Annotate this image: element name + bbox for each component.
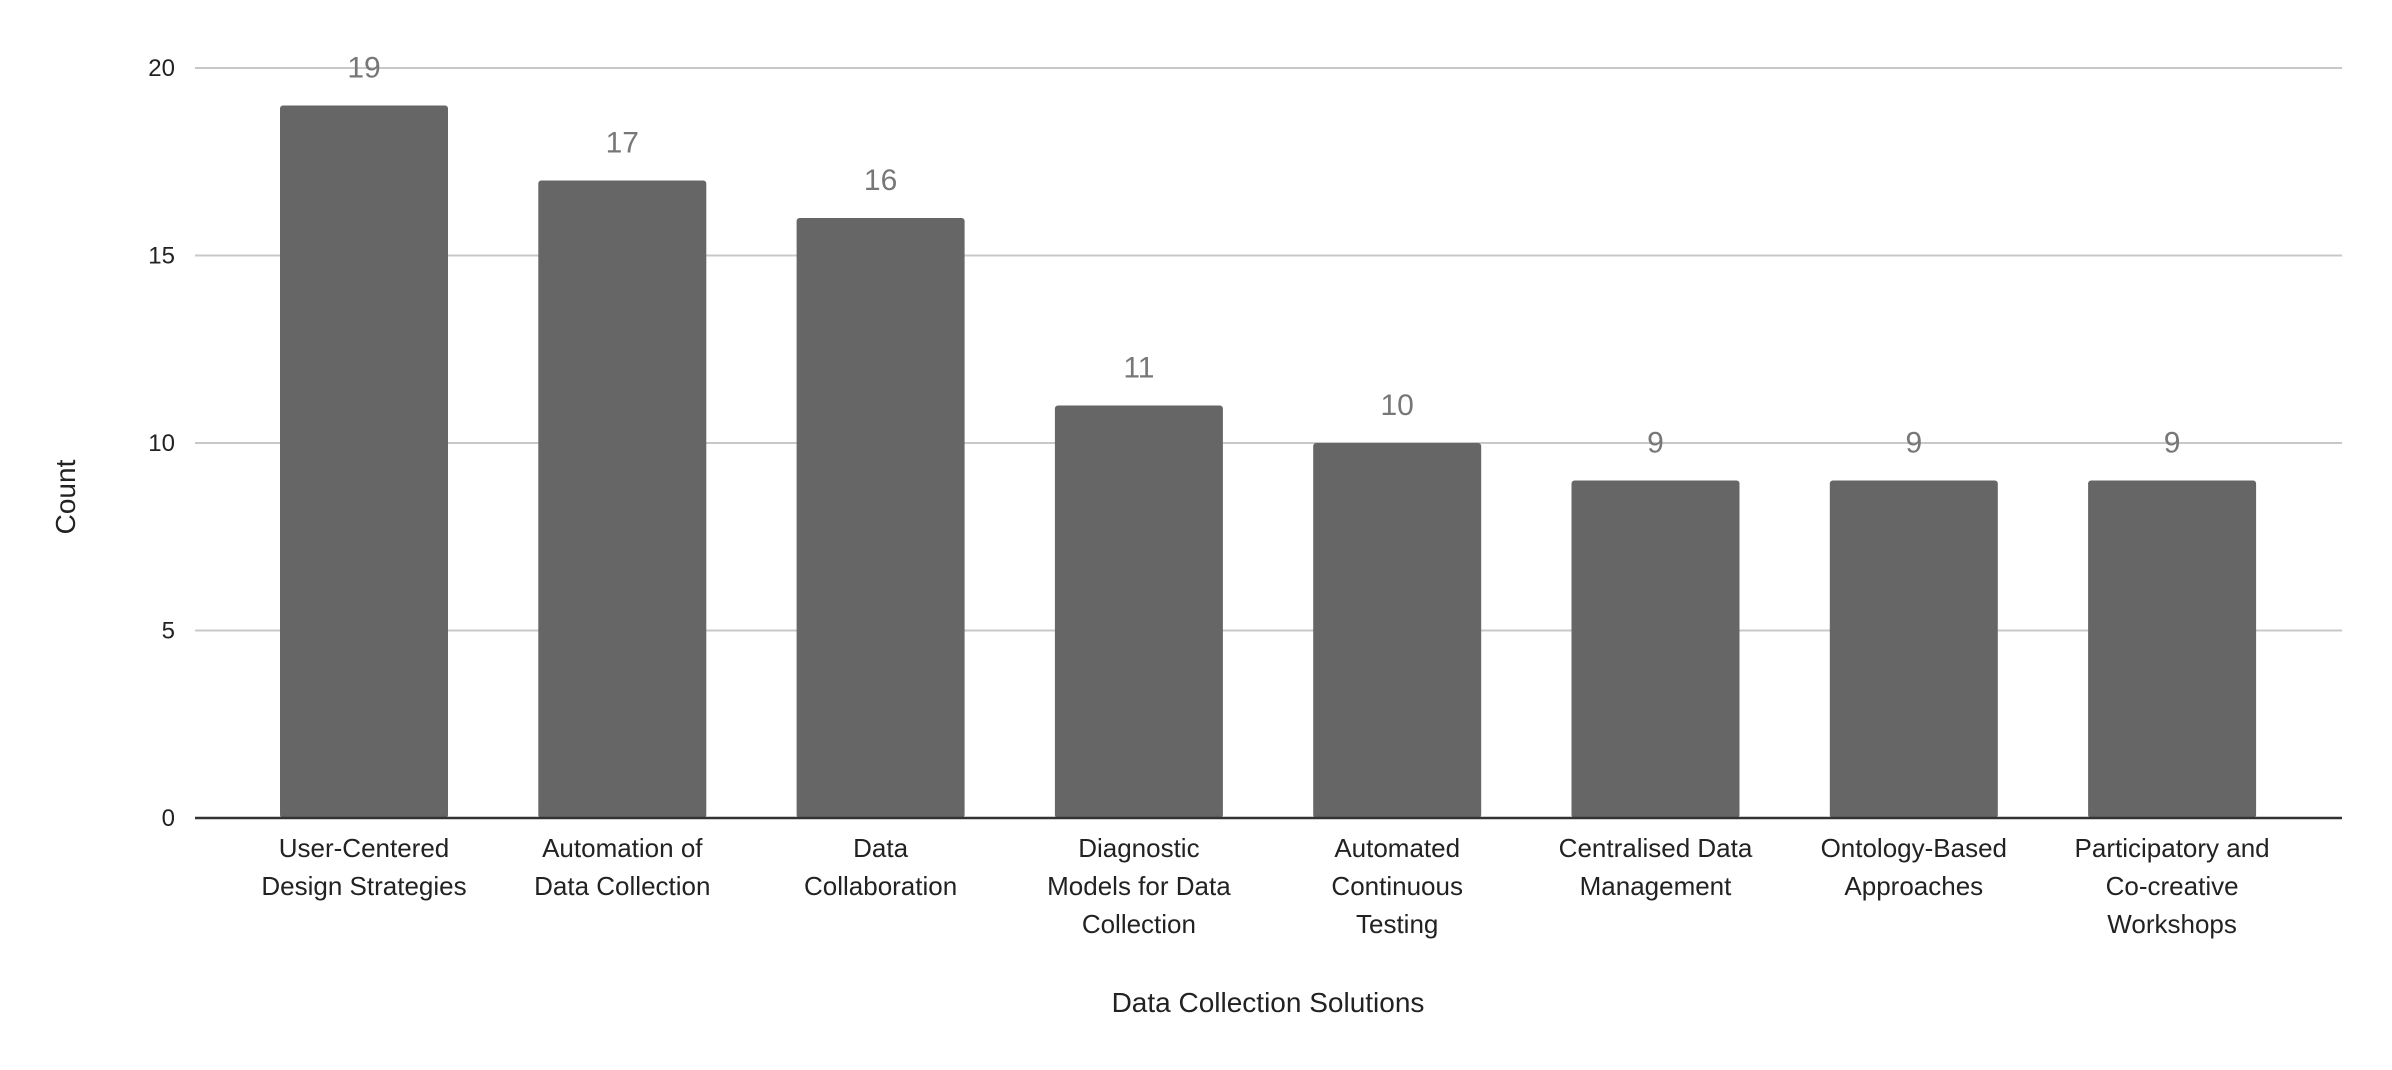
x-tick-label: Testing — [1356, 909, 1438, 939]
y-tick-label: 15 — [148, 243, 175, 270]
bar — [1054, 405, 1223, 818]
bar — [2088, 480, 2257, 818]
bars — [280, 105, 2257, 818]
data-label: 9 — [1905, 427, 1922, 460]
data-label: 10 — [1381, 389, 1414, 422]
bar — [1571, 480, 1740, 818]
data-label: 11 — [1123, 352, 1154, 385]
y-tick-label: 20 — [148, 55, 175, 82]
x-tick-label: User-Centered — [279, 833, 450, 863]
x-tick-label: Data Collection — [534, 871, 710, 901]
x-tick-label: Co-creative — [2106, 871, 2239, 901]
x-tick-label: Workshops — [2107, 909, 2237, 939]
bar — [1313, 443, 1482, 818]
x-tick-label: Data — [853, 833, 908, 863]
labels: 0 5 10 15 20 19 User-Centered Design Strategies… — [148, 52, 2269, 940]
x-tick-label: Approaches — [1844, 871, 1983, 901]
x-tick-label: Automation of — [542, 833, 703, 863]
gridlines — [195, 67, 2342, 632]
y-tick-label: 0 — [162, 805, 175, 832]
x-tick-label: Management — [1580, 871, 1733, 901]
data-label: 16 — [864, 164, 897, 197]
y-tick-label: 5 — [162, 618, 175, 645]
x-tick-label: Participatory and — [2075, 833, 2270, 863]
x-tick-label: Models for Data — [1047, 871, 1231, 901]
data-label: 19 — [347, 52, 380, 85]
x-axis-title: Data Collection Solutions — [1112, 987, 1425, 1018]
bar — [280, 105, 448, 818]
data-label: 17 — [606, 127, 639, 160]
x-tick-label: Design Strategies — [261, 871, 466, 901]
data-label: 9 — [2164, 427, 2181, 460]
x-tick-label: Continuous — [1331, 871, 1463, 901]
x-tick-label: Centralised Data — [1559, 833, 1753, 863]
x-tick-label: Automated — [1334, 833, 1460, 863]
bar — [1829, 480, 1998, 818]
x-tick-label: Diagnostic — [1078, 833, 1199, 863]
bar — [796, 218, 965, 818]
bar — [538, 180, 707, 818]
x-tick-label: Collection — [1082, 909, 1196, 939]
x-tick-label: Collaboration — [804, 871, 957, 901]
y-tick-label: 10 — [148, 430, 175, 457]
data-label: 9 — [1647, 427, 1664, 460]
y-axis-title: Count — [50, 459, 81, 534]
x-tick-label: Ontology-Based — [1821, 833, 2007, 863]
